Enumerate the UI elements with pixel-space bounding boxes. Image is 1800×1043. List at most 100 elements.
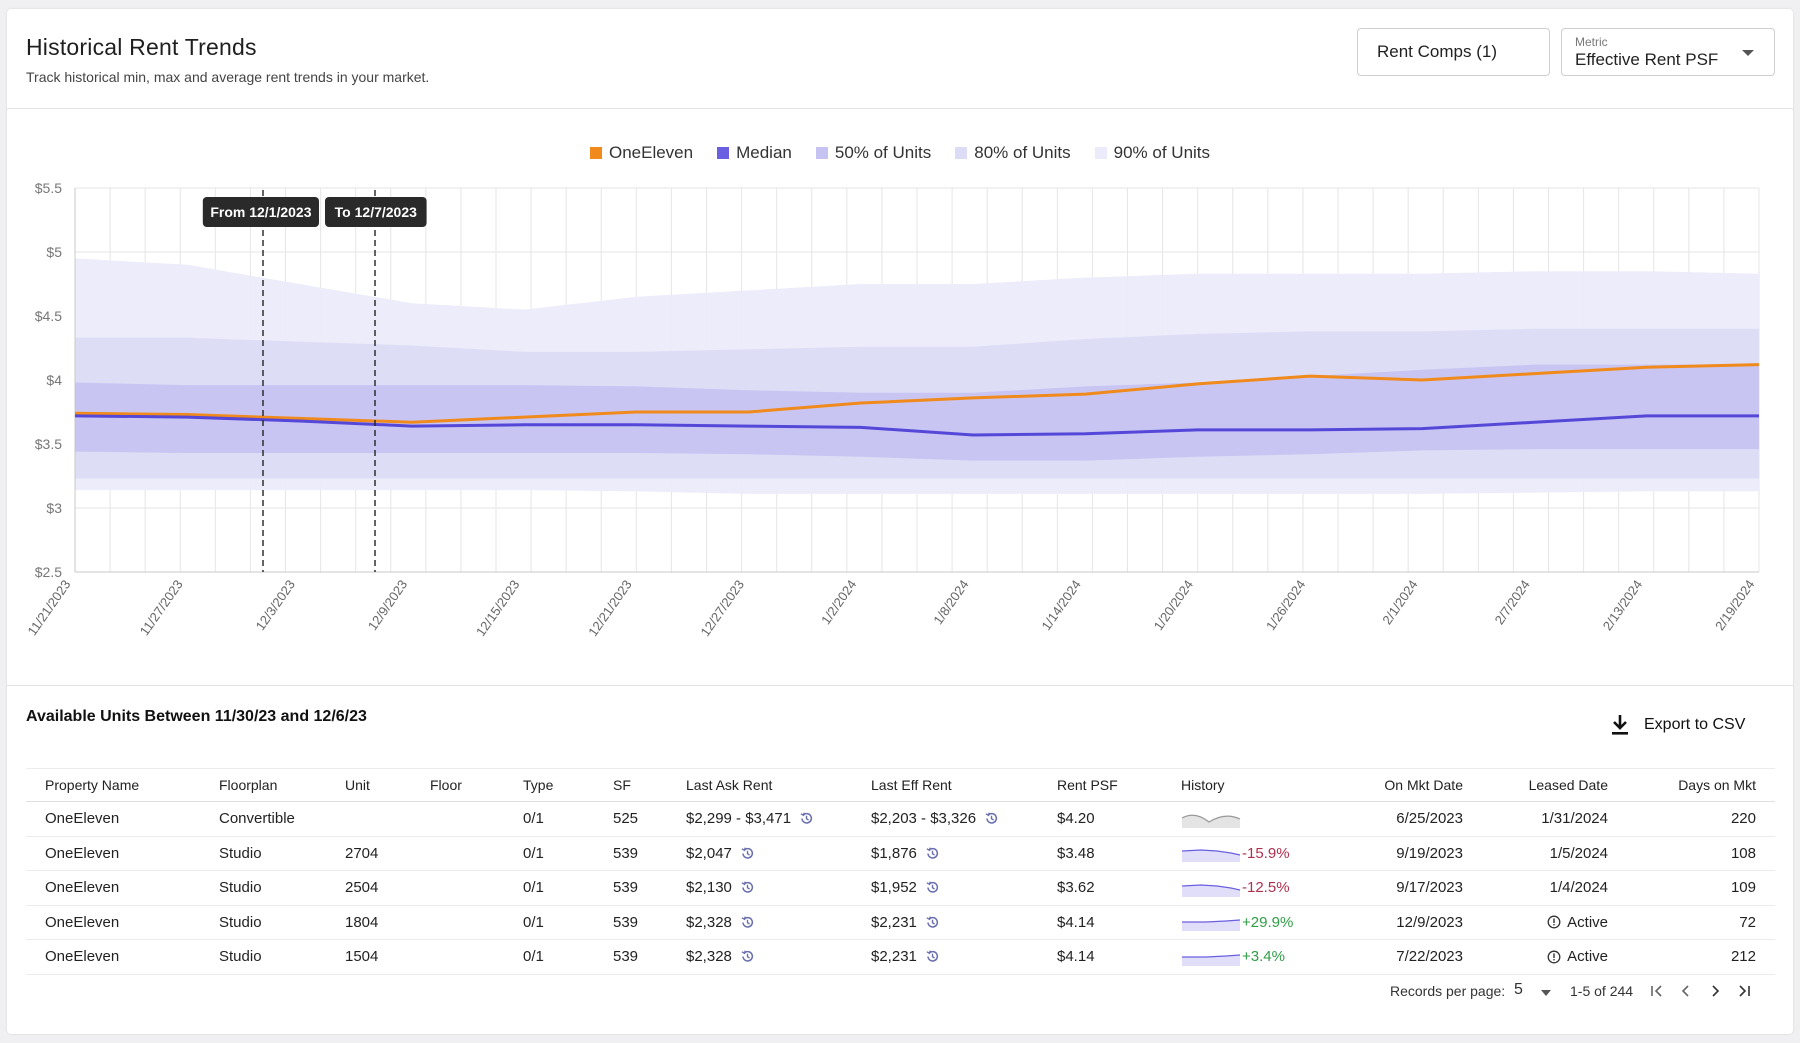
column-header[interactable]: Floor <box>430 777 462 793</box>
history-icon[interactable] <box>925 915 940 930</box>
x-tick-label: 1/2/2024 <box>818 577 859 627</box>
cell-sf: 525 <box>613 802 638 836</box>
history-change: -15.9% <box>1242 844 1290 862</box>
cell-eff: $1,952 <box>871 871 940 905</box>
column-header[interactable]: Days on Mkt <box>1678 777 1756 793</box>
legend-label: Median <box>736 143 792 162</box>
cell-psf: $4.20 <box>1057 802 1095 836</box>
cell-text: $2,231 <box>871 913 917 931</box>
leased-status: Active <box>1466 906 1608 940</box>
history-icon[interactable] <box>740 880 755 895</box>
table-row[interactable]: OneEleven Studio 1804 0/1 539 $2,328 $2,231 $4.… <box>26 906 1775 940</box>
table-title: Available Units Between 11/30/23 and 12/… <box>26 708 367 725</box>
legend-item-oneeleven[interactable]: OneEleven <box>589 143 693 163</box>
history-icon[interactable] <box>925 949 940 964</box>
series-line-median <box>74 414 1759 437</box>
cell-text: 1804 <box>345 913 379 931</box>
legend-item-90pct[interactable]: 90% of Units <box>1094 143 1210 163</box>
cell-leased: 1/5/2024 <box>1466 837 1608 871</box>
metric-select[interactable]: Metric Effective Rent PSF <box>1561 28 1775 76</box>
history-cell: +29.9% <box>1181 906 1293 940</box>
column-header[interactable]: History <box>1181 777 1225 793</box>
column-header[interactable]: Leased Date <box>1528 777 1608 793</box>
cell-sf: 539 <box>613 871 638 905</box>
table-row[interactable]: OneEleven Studio 1504 0/1 539 $2,328 $2,231 $4.… <box>26 940 1775 975</box>
cell-text: 0/1 <box>523 913 544 931</box>
cell-psf: $4.14 <box>1057 940 1095 974</box>
info-icon <box>1547 915 1561 929</box>
history-cell: +3.4% <box>1181 940 1285 974</box>
chevron-down-icon[interactable] <box>1540 985 1552 1001</box>
first-page-button[interactable] <box>1650 984 1664 1001</box>
history-change: +3.4% <box>1242 948 1285 966</box>
history-icon[interactable] <box>740 846 755 861</box>
prev-page-button[interactable] <box>1679 984 1693 1001</box>
legend-item-median[interactable]: Median <box>717 143 792 163</box>
cell-text: 212 <box>1730 948 1756 966</box>
column-header[interactable]: Unit <box>345 777 370 793</box>
cell-days: 212 <box>1646 940 1756 974</box>
cell-type: 0/1 <box>523 837 544 871</box>
legend-item-50pct[interactable]: 50% of Units <box>815 143 931 163</box>
export-csv-button[interactable]: Export to CSV <box>1610 714 1745 736</box>
chevron-right-icon <box>1712 985 1720 997</box>
history-icon[interactable] <box>984 811 999 826</box>
cell-text: Studio <box>219 913 262 931</box>
cell-text: $2,203 - $3,326 <box>871 810 977 828</box>
history-cell <box>1181 802 1241 836</box>
cell-property: OneEleven <box>45 906 119 940</box>
leased-active-label: Active <box>1567 948 1608 966</box>
last-page-button[interactable] <box>1737 984 1751 1001</box>
cell-eff: $2,203 - $3,326 <box>871 802 999 836</box>
cell-eff: $2,231 <box>871 906 940 940</box>
next-page-button[interactable] <box>1708 984 1722 1001</box>
x-tick-label: 2/19/2024 <box>1712 577 1757 633</box>
cell-text: 72 <box>1739 913 1756 931</box>
rent-trend-chart[interactable]: $5.5 $5 $4.5 $4 $3.5 $3 $2.511/21/2023 11/27/20… <box>0 0 1800 690</box>
history-icon[interactable] <box>925 846 940 861</box>
column-header[interactable]: Type <box>523 777 554 793</box>
legend-item-80pct[interactable]: 80% of Units <box>955 143 1071 163</box>
cell-psf: $3.62 <box>1057 871 1095 905</box>
cell-text: OneEleven <box>45 948 120 966</box>
column-header[interactable]: SF <box>613 777 631 793</box>
cell-text: 0/1 <box>523 810 544 828</box>
table-header-row: Property Name Floorplan Unit Floor Type SF Las… <box>26 768 1775 802</box>
history-sparkline <box>1182 919 1241 932</box>
records-per-page-select[interactable]: 5 <box>1514 981 1523 998</box>
cell-floorplan: Studio <box>219 940 262 974</box>
column-header[interactable]: Rent PSF <box>1057 777 1118 793</box>
y-tick-label: $4 <box>46 372 62 388</box>
cell-text: $1,952 <box>871 879 917 897</box>
legend-swatch <box>717 147 730 159</box>
x-tick-label: 11/21/2023 <box>24 577 73 638</box>
cell-text: 2704 <box>345 844 379 862</box>
history-icon[interactable] <box>799 811 814 826</box>
column-header[interactable]: Floorplan <box>219 777 278 793</box>
metric-select-value: Effective Rent PSF <box>1575 50 1719 69</box>
column-header[interactable]: Last Ask Rent <box>686 777 773 793</box>
cell-sf: 539 <box>613 906 638 940</box>
cell-text: 9/19/2023 <box>1396 844 1463 862</box>
cell-text: 0/1 <box>523 844 544 862</box>
history-icon[interactable] <box>925 880 940 895</box>
history-icon[interactable] <box>740 949 755 964</box>
cell-property: OneEleven <box>45 837 119 871</box>
column-header[interactable]: Property Name <box>45 777 140 793</box>
history-change: -12.5% <box>1242 879 1290 897</box>
column-header[interactable]: On Mkt Date <box>1384 777 1463 793</box>
rent-comps-button[interactable]: Rent Comps (1) <box>1357 28 1550 76</box>
history-icon[interactable] <box>740 915 755 930</box>
table-row[interactable]: OneEleven Studio 2504 0/1 539 $2,130 $1,952 $3.… <box>26 871 1775 906</box>
history-sparkline <box>1181 814 1241 828</box>
table-row[interactable]: OneEleven Studio 2704 0/1 539 $2,047 $1,876 $3.… <box>26 837 1775 871</box>
cell-unit: 1804 <box>345 906 378 940</box>
chart-divider <box>7 685 1793 686</box>
table-row[interactable]: OneEleven Convertible 0/1 525 $2,299 - $3,47… <box>26 802 1775 837</box>
column-header[interactable]: Last Eff Rent <box>871 777 952 793</box>
x-tick-label: 11/27/2023 <box>137 577 186 638</box>
chart-legend: OneEleven Median 50% of Units 80% of Uni… <box>0 143 1800 163</box>
cell-text: 1/31/2024 <box>1541 810 1608 828</box>
cell-text: $3.62 <box>1057 879 1095 897</box>
cell-text: OneEleven <box>45 810 120 828</box>
